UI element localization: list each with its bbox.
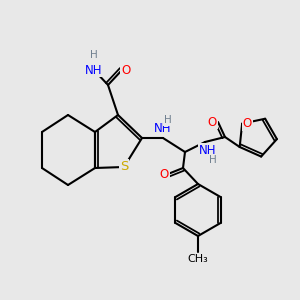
Text: CH₃: CH₃: [188, 254, 208, 264]
Text: H: H: [90, 50, 98, 60]
Text: S: S: [120, 160, 128, 173]
Text: H: H: [209, 155, 217, 165]
Text: NH: NH: [85, 64, 103, 76]
Text: H: H: [164, 115, 172, 125]
Text: NH: NH: [154, 122, 172, 136]
Text: NH: NH: [199, 143, 217, 157]
Text: O: O: [207, 116, 217, 128]
Text: O: O: [159, 167, 169, 181]
Text: O: O: [122, 64, 130, 76]
Text: O: O: [242, 117, 252, 130]
